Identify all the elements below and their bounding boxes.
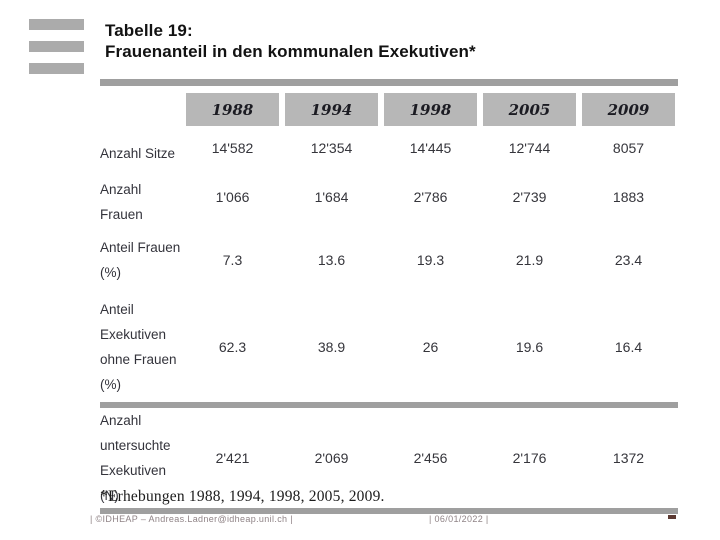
table-footnote: *Erhebungen 1988, 1994, 1998, 2005, 2009… bbox=[100, 488, 385, 505]
footer-date: | 06/01/2022 | bbox=[429, 514, 489, 524]
table-cell: 1'066 bbox=[215, 188, 250, 205]
table-cell: 19.6 bbox=[515, 339, 544, 355]
row-label: Anteil Exekutiven ohne Frauen (%) bbox=[100, 302, 177, 392]
year-header: 2005 bbox=[483, 93, 576, 126]
data-table: 1988 1994 1998 2005 2009 Anzahl Sitze 14… bbox=[100, 93, 678, 514]
page-title: Tabelle 19: Frauenanteil in den kommunal… bbox=[105, 20, 476, 62]
table-row: Anteil Exekutiven ohne Frauen (%) 62.3 3… bbox=[100, 292, 678, 402]
table-divider bbox=[100, 402, 678, 408]
row-label: Anteil Frauen (%) bbox=[100, 239, 181, 280]
table-cell: 2'456 bbox=[413, 450, 448, 466]
table-cell: 2'786 bbox=[413, 188, 448, 205]
table-cell: 21.9 bbox=[515, 251, 544, 268]
table-cell: 13.6 bbox=[317, 251, 346, 268]
table-row: Anzahl untersuchte Exekutiven (N) 2'421 … bbox=[100, 408, 678, 508]
table-cell: 62.3 bbox=[218, 339, 247, 355]
table-cell: 12'354 bbox=[310, 140, 353, 156]
table-cell: 2'176 bbox=[512, 450, 547, 466]
table-cell: 2'421 bbox=[215, 450, 250, 466]
footer-copyright: | ©IDHEAP – Andreas.Ladner@idheap.unil.c… bbox=[90, 514, 293, 524]
table-row: Anzahl Sitze 14'582 12'354 14'445 12'744… bbox=[100, 130, 678, 166]
table-cell: 26 bbox=[422, 339, 439, 355]
title-line-1: Tabelle 19: bbox=[105, 21, 193, 40]
table-cell: 1'684 bbox=[314, 188, 349, 205]
table-bottom-divider bbox=[100, 508, 678, 514]
table-cell: 14'582 bbox=[211, 140, 254, 156]
year-header: 1994 bbox=[285, 93, 378, 126]
logo-bar bbox=[29, 19, 84, 30]
logo-bar bbox=[29, 41, 84, 52]
table-cell: 19.3 bbox=[416, 251, 445, 268]
year-header: 1988 bbox=[186, 93, 279, 126]
year-header: 2009 bbox=[582, 93, 675, 126]
table-header-row: 1988 1994 1998 2005 2009 bbox=[100, 93, 678, 126]
table-cell: 1372 bbox=[612, 450, 645, 466]
table-cell: 14'445 bbox=[409, 140, 452, 156]
table-row: Anzahl Frauen 1'066 1'684 2'786 2'739 18… bbox=[100, 166, 678, 227]
table-cell: 38.9 bbox=[317, 339, 346, 355]
idheap-logo-bars bbox=[29, 19, 84, 85]
table-cell: 8057 bbox=[612, 140, 645, 156]
slide-number-marker bbox=[668, 515, 676, 519]
logo-bar bbox=[29, 63, 84, 74]
table-cell: 2'069 bbox=[314, 450, 349, 466]
table-cell: 7.3 bbox=[222, 251, 243, 268]
table-cell: 23.4 bbox=[614, 251, 643, 268]
row-label: Anzahl Sitze bbox=[100, 146, 176, 161]
year-header: 1998 bbox=[384, 93, 477, 126]
table-cell: 2'739 bbox=[512, 188, 547, 205]
table-cell: 1883 bbox=[612, 188, 645, 205]
row-label: Anzahl untersuchte Exekutiven (N) bbox=[100, 413, 171, 503]
table-row: Anteil Frauen (%) 7.3 13.6 19.3 21.9 23.… bbox=[100, 227, 678, 292]
title-divider bbox=[100, 79, 678, 86]
row-label: Anzahl Frauen bbox=[100, 182, 143, 222]
title-line-2: Frauenanteil in den kommunalen Exekutive… bbox=[105, 42, 476, 61]
table-cell: 12'744 bbox=[508, 140, 551, 156]
table-cell: 16.4 bbox=[614, 339, 643, 355]
